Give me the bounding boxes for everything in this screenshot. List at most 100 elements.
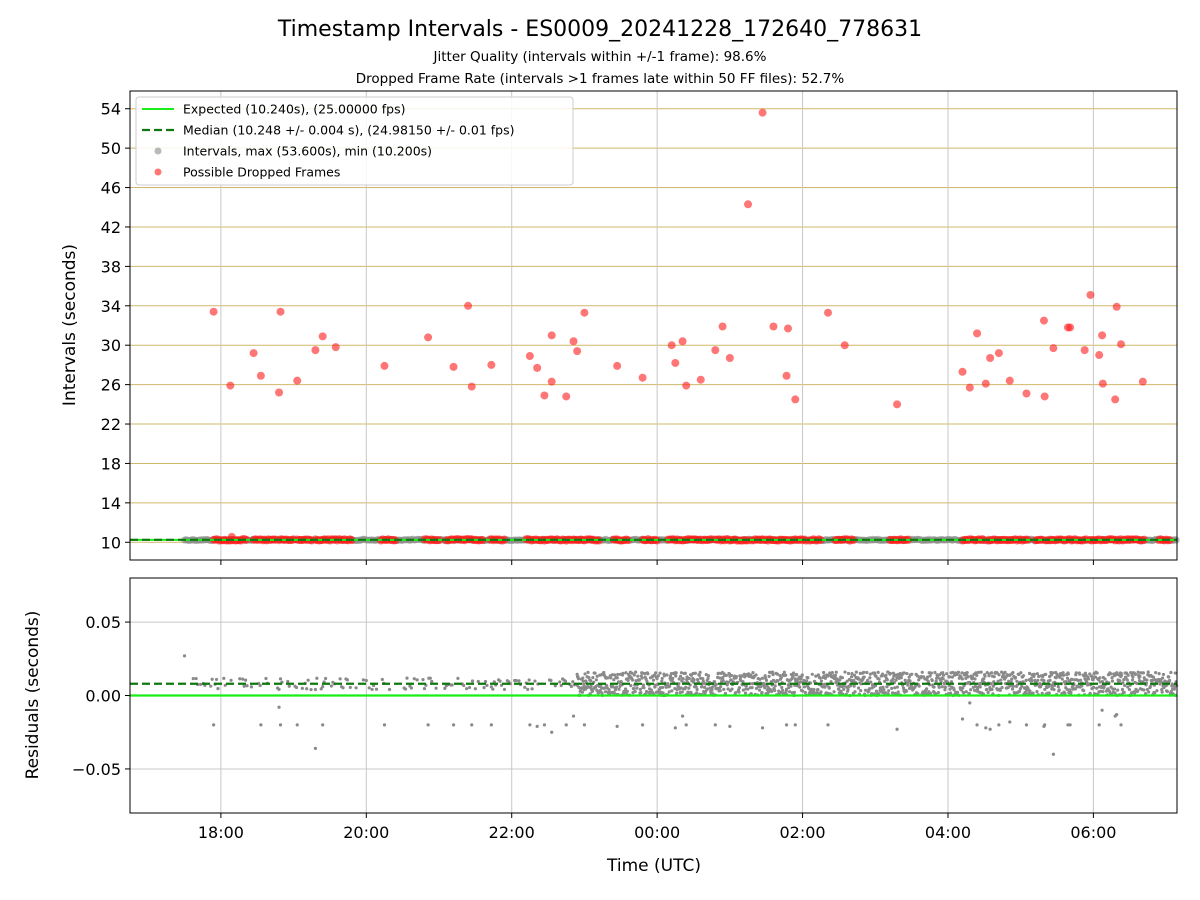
residual-point xyxy=(937,685,941,689)
residual-point xyxy=(321,685,325,689)
residual-point xyxy=(770,670,775,674)
residual-point xyxy=(1092,685,1096,689)
residual-point xyxy=(870,691,874,696)
residual-point xyxy=(245,684,249,688)
residual-point xyxy=(816,688,820,692)
residual-point xyxy=(1121,681,1125,685)
residual-point xyxy=(802,685,807,689)
residual-point xyxy=(729,678,733,682)
residual-point xyxy=(345,678,349,682)
residual-point xyxy=(863,688,868,692)
residual-point xyxy=(884,673,888,677)
residual-point xyxy=(695,691,699,695)
residual-point xyxy=(309,687,313,692)
residual-point xyxy=(465,687,469,691)
residual-point xyxy=(1115,712,1119,717)
residual-point xyxy=(1018,687,1022,691)
residual-point xyxy=(936,675,940,680)
residual-point xyxy=(948,675,952,679)
top-axes-frame xyxy=(129,90,1178,561)
residual-point xyxy=(591,675,595,680)
residual-point xyxy=(779,676,783,680)
residual-point xyxy=(581,679,585,683)
residual-point xyxy=(910,672,914,676)
residual-point xyxy=(629,683,633,688)
residual-point xyxy=(462,683,466,688)
residual-point xyxy=(1068,688,1072,692)
residual-point xyxy=(305,687,309,691)
residual-point xyxy=(595,674,599,678)
residual-point xyxy=(492,680,496,684)
residual-point xyxy=(901,686,906,690)
y-tick-label: 14 xyxy=(101,494,121,513)
dropped-frame-point xyxy=(696,375,705,384)
residual-point xyxy=(771,678,776,682)
dropped-frame-point xyxy=(533,363,542,372)
residual-point xyxy=(862,675,866,679)
residual-point xyxy=(896,690,900,694)
residual-point xyxy=(776,679,780,683)
residual-point xyxy=(210,677,214,681)
residual-point xyxy=(702,685,707,690)
residual-point xyxy=(1133,672,1138,677)
residual-point xyxy=(989,681,993,686)
residual-point xyxy=(676,684,680,689)
residual-point xyxy=(978,685,982,689)
residual-point xyxy=(668,684,672,688)
residual-point xyxy=(807,686,811,691)
residual-point xyxy=(684,723,688,727)
residual-point xyxy=(338,677,342,681)
residual-point xyxy=(903,678,907,682)
dropped-frame-point xyxy=(994,349,1003,358)
residual-point xyxy=(1146,670,1150,674)
residual-point xyxy=(722,687,726,691)
residual-point xyxy=(812,687,816,692)
residual-point xyxy=(988,727,992,731)
y-tick-label: 38 xyxy=(101,257,121,276)
y-tick-label: 22 xyxy=(101,415,121,434)
residual-point xyxy=(835,677,839,681)
x-tick-label: 22:00 xyxy=(489,823,535,842)
residual-point xyxy=(780,685,784,690)
residual-point xyxy=(800,673,804,677)
chart-subtitle-dropped: Dropped Frame Rate (intervals >1 frames … xyxy=(356,71,845,87)
residual-point xyxy=(967,691,971,696)
residual-point xyxy=(687,676,691,681)
residual-point xyxy=(964,690,968,694)
residual-point xyxy=(1141,671,1146,675)
y-tick-label: 46 xyxy=(101,179,121,198)
residual-point xyxy=(762,682,766,686)
residual-point xyxy=(470,679,475,683)
residual-point xyxy=(198,682,203,687)
residual-point xyxy=(781,688,785,693)
residual-point xyxy=(249,685,254,689)
residual-point xyxy=(1102,685,1106,689)
residual-point xyxy=(624,671,628,675)
residual-point xyxy=(1110,679,1115,683)
residual-point xyxy=(729,673,734,678)
residual-point xyxy=(763,674,767,678)
residuals-plot: 0.05 0.00 −0.05 18:00 20:00 22:00 00:00 02:00 04… xyxy=(72,577,1179,842)
residual-point xyxy=(485,683,489,687)
residual-point xyxy=(782,670,786,674)
residual-point xyxy=(1130,678,1135,682)
dropped-frame-point xyxy=(318,332,327,341)
residual-point xyxy=(1056,685,1060,689)
residual-point xyxy=(862,670,866,674)
residual-point xyxy=(1100,679,1105,684)
residual-point xyxy=(630,678,635,682)
residual-point xyxy=(1074,671,1078,675)
residual-point xyxy=(563,679,568,683)
residual-point xyxy=(614,685,619,689)
residual-point xyxy=(799,677,803,681)
y-tick-label: 0.00 xyxy=(85,687,121,706)
dropped-frame-point xyxy=(464,301,473,310)
residual-point xyxy=(603,690,608,694)
residual-point xyxy=(634,670,638,674)
residual-point xyxy=(1131,675,1135,679)
residual-point xyxy=(294,685,299,690)
residual-point xyxy=(822,670,826,675)
residual-point xyxy=(895,727,899,731)
residual-point xyxy=(1007,679,1011,683)
